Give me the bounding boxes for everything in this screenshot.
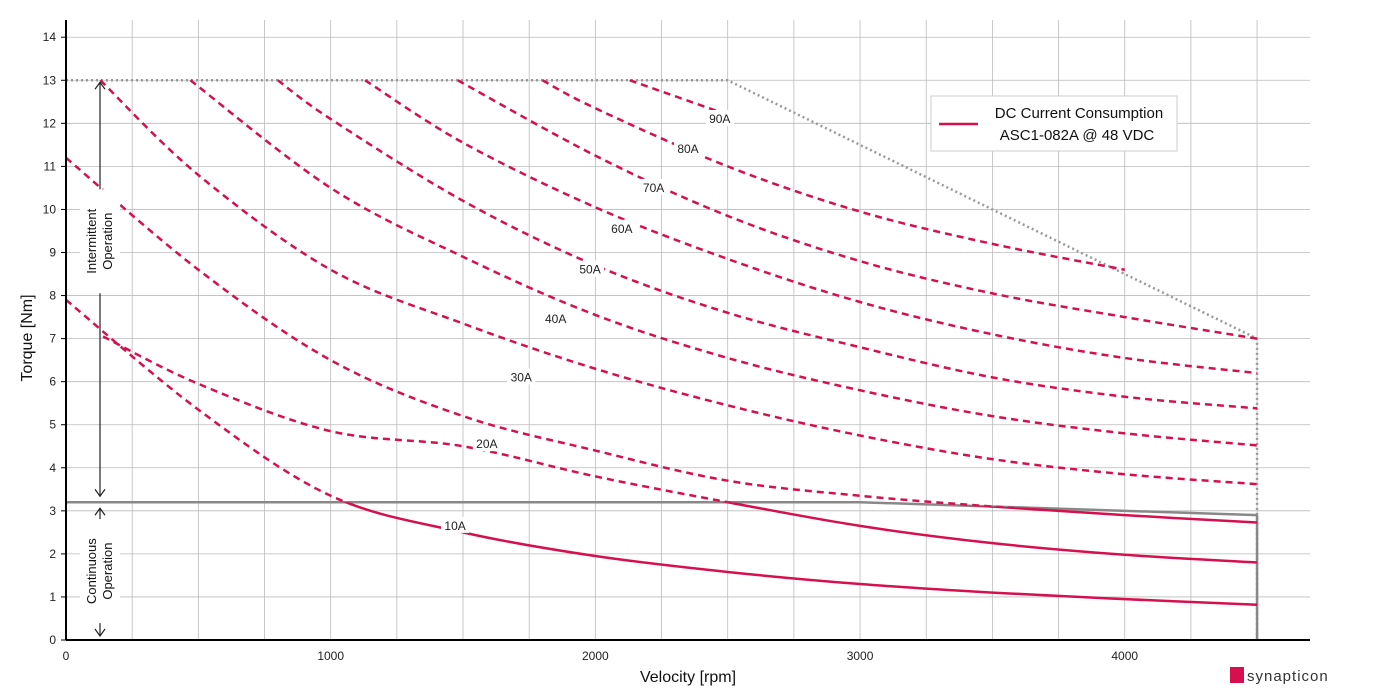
y-tick-label: 6 bbox=[49, 375, 56, 389]
curve-label-bg bbox=[441, 516, 470, 533]
x-tick-label: 4000 bbox=[1111, 649, 1138, 663]
intermittent-label-bg bbox=[80, 189, 120, 294]
curve-label-bg bbox=[705, 110, 734, 127]
brand-logo: synapticon bbox=[1230, 667, 1329, 685]
x-tick-label: 1000 bbox=[317, 649, 344, 663]
curve-10a-intermittent bbox=[66, 298, 1258, 516]
curve-label: 50A bbox=[579, 263, 600, 277]
y-tick-label: 0 bbox=[49, 633, 56, 647]
x-tick-label: 0 bbox=[63, 649, 70, 663]
continuous-limit-line bbox=[66, 500, 1258, 517]
curve-label-bg bbox=[541, 310, 570, 327]
curve-label: 90A bbox=[709, 112, 730, 126]
y-tick-label: 7 bbox=[49, 332, 56, 346]
curve-label-bg bbox=[472, 435, 501, 452]
curve-label: 70A bbox=[643, 181, 664, 195]
y-tick-label: 11 bbox=[44, 159, 57, 173]
curve-80a-intermittent bbox=[457, 79, 1258, 340]
peak-envelope bbox=[66, 79, 1259, 640]
curve-label: 40A bbox=[545, 312, 566, 326]
legend: DC Current Consumption ASC1-082A @ 48 VD… bbox=[930, 95, 1178, 152]
curve-label: 10A bbox=[444, 519, 465, 533]
curve-label: 60A bbox=[611, 222, 632, 236]
curve-label-bg bbox=[639, 178, 668, 195]
curve-30a-intermittent bbox=[66, 156, 1258, 516]
curve-label: 30A bbox=[511, 370, 532, 384]
curve-label-bg bbox=[507, 368, 536, 385]
continuous-arrow-head-bottom bbox=[94, 628, 106, 638]
y-tick-label: 4 bbox=[49, 461, 56, 475]
curve-30a-continuous bbox=[66, 502, 1258, 524]
y-tick-label: 3 bbox=[49, 504, 56, 518]
y-tick-label: 13 bbox=[43, 73, 57, 87]
x-tick-label: 3000 bbox=[847, 649, 874, 663]
continuous-arrow-head-top bbox=[94, 507, 106, 516]
curve-60a-intermittent bbox=[277, 79, 1258, 410]
continuous-limit bbox=[66, 500, 1259, 640]
y-tick-label: 8 bbox=[49, 289, 56, 303]
intermittent-arrow-head-bottom bbox=[94, 488, 106, 498]
curve-50a-intermittent bbox=[189, 79, 1258, 447]
continuous-label-bg bbox=[80, 519, 120, 624]
y-tick-label: 2 bbox=[49, 547, 56, 561]
y-tick-label: 10 bbox=[43, 202, 57, 216]
legend-line-2: ASC1-082A @ 48 VDC bbox=[1000, 127, 1155, 144]
intermittent-arrow-head-top bbox=[94, 81, 106, 90]
curve-label-bg bbox=[607, 219, 636, 236]
intermittent-label-text: Operation bbox=[100, 213, 115, 270]
curve-label: 20A bbox=[476, 437, 497, 451]
y-axis-title: Torque [Nm] bbox=[19, 294, 36, 381]
current-series bbox=[66, 79, 1258, 606]
continuous-label-text: Continuous bbox=[84, 538, 99, 604]
intermittent-label-text: Intermittent bbox=[84, 208, 99, 273]
brand-name: synapticon bbox=[1247, 668, 1329, 685]
y-tick-label: 9 bbox=[49, 246, 56, 260]
y-tick-label: 12 bbox=[43, 116, 57, 130]
legend-line-1: DC Current Consumption bbox=[995, 105, 1163, 122]
x-axis-title: Velocity [rpm] bbox=[640, 669, 736, 686]
peak-envelope-line bbox=[66, 79, 1259, 640]
curve-20a-continuous bbox=[102, 502, 1258, 564]
curve-label-bg bbox=[674, 140, 702, 157]
curve-labels: 10A 20A 30A 40A 50A 60A 70A 80A 90A bbox=[441, 110, 734, 533]
continuous-label-text: Operation bbox=[100, 543, 115, 600]
y-tick-label: 1 bbox=[49, 590, 56, 604]
curve-segment-intermittent bbox=[629, 79, 729, 116]
y-tick-label: 14 bbox=[43, 30, 57, 44]
curve-10a-continuous bbox=[66, 502, 1258, 606]
curve-20a-intermittent bbox=[102, 335, 1258, 516]
curve-90a-intermittent bbox=[541, 79, 1125, 271]
y-tick-label: 5 bbox=[49, 418, 56, 432]
curve-label-bg bbox=[576, 260, 605, 277]
brand-mark bbox=[1230, 667, 1244, 683]
x-tick-label: 2000 bbox=[582, 649, 609, 663]
curve-label: 80A bbox=[677, 142, 698, 156]
